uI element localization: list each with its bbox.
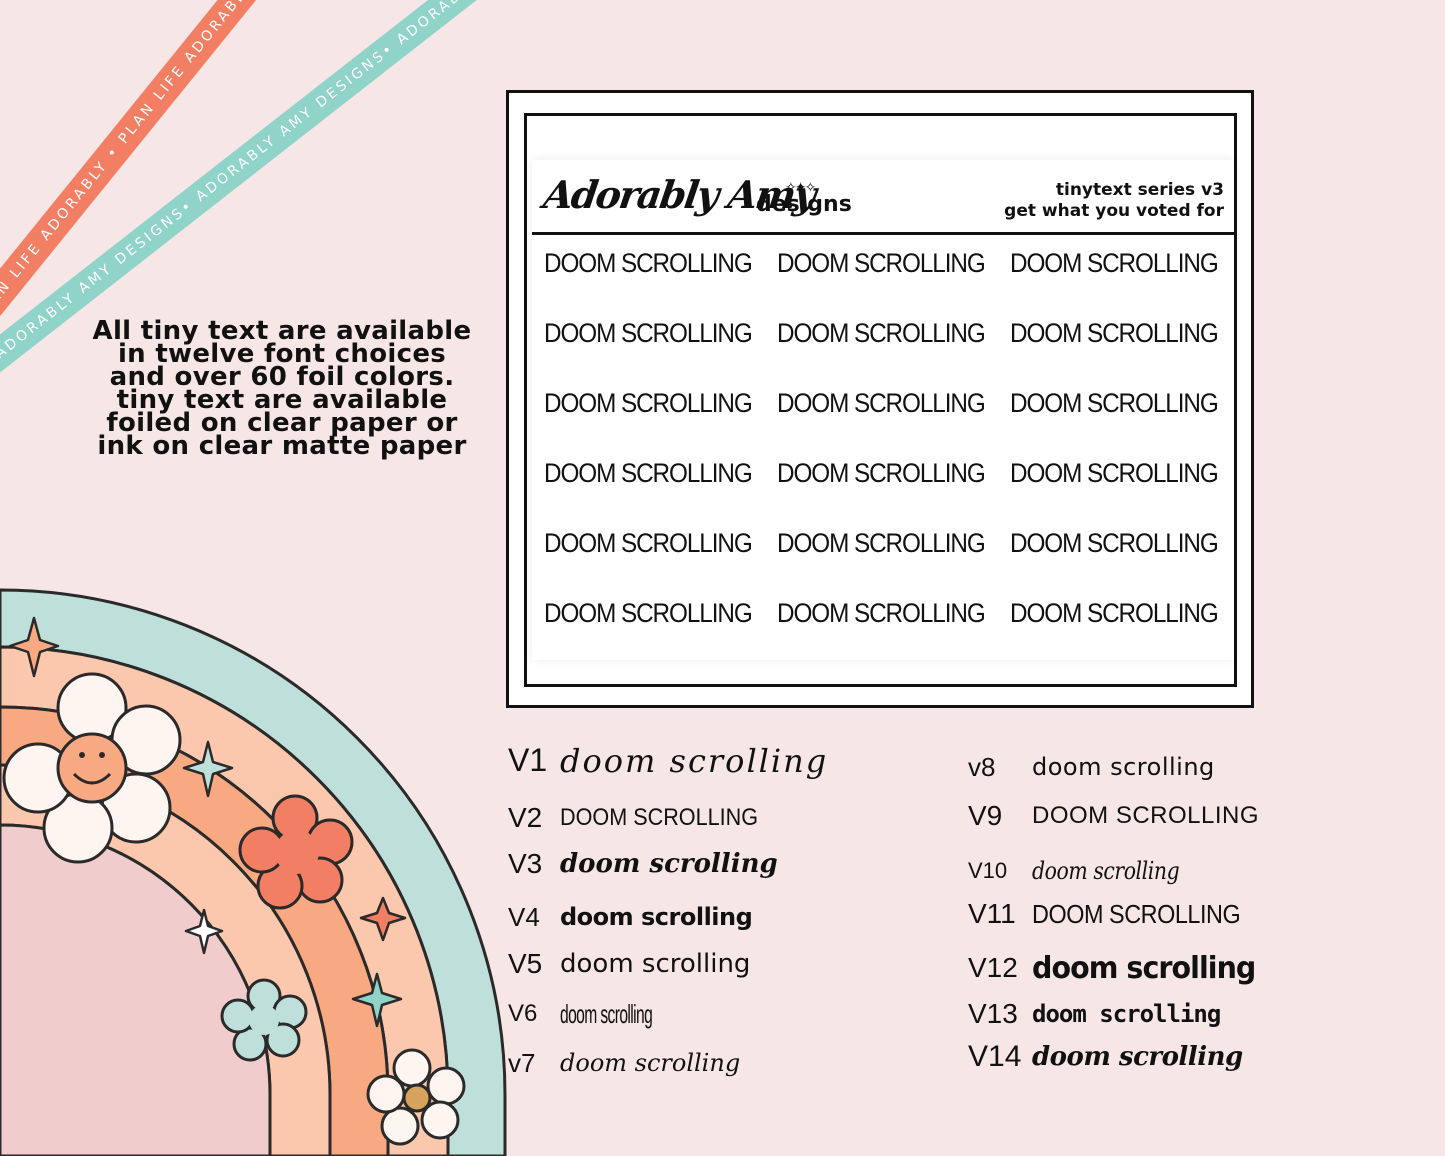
sticker-word: DOOM SCROLLING <box>1010 598 1219 628</box>
version-sample-text: doom scrolling <box>560 742 829 780</box>
version-label: v7 <box>508 1048 536 1078</box>
version-label: V13 <box>968 998 1018 1029</box>
sticker-word: DOOM SCROLLING <box>1010 458 1219 488</box>
sticker-word: DOOM SCROLLING <box>544 318 753 348</box>
versions-right: v8 doom scrolling V9 DOOM SCROLLING V10 doom … <box>968 742 1388 1082</box>
version-sample-text: DOOM SCROLLING <box>560 804 759 831</box>
sticker-sheet: Adorably Amy ✧✦✧ designs tinytext series… <box>532 160 1234 660</box>
version-sample-text: doom scrolling <box>560 949 751 979</box>
version-label: V14 <box>968 1040 1022 1073</box>
version-label: V2 <box>508 802 543 833</box>
version-sample-text: doom scrolling <box>1032 753 1215 781</box>
sticker-word: DOOM SCROLLING <box>777 528 986 558</box>
sticker-word: DOOM SCROLLING <box>1010 388 1219 418</box>
brand-logo-word: designs <box>756 192 852 217</box>
series-title: tinytext series v3 get what you voted fo… <box>1004 180 1224 222</box>
sparkle-icon <box>359 896 407 942</box>
ribbon-plan-life-adorably: Plan Life Adorably • Plan Life Adorably … <box>0 0 393 337</box>
series-line-1: tinytext series v3 <box>1055 180 1224 200</box>
version-label: V1 <box>508 742 548 778</box>
sparkle-icon: ✧✦✧ <box>785 180 816 196</box>
sticker-word: DOOM SCROLLING <box>544 248 753 278</box>
version-label: V9 <box>968 800 1003 831</box>
sticker-word: DOOM SCROLLING <box>1010 528 1219 558</box>
sticker-word: DOOM SCROLLING <box>544 598 753 628</box>
sticker-word: DOOM SCROLLING <box>777 248 986 278</box>
sticker-grid: DOOM SCROLLING DOOM SCROLLING DOOM SCROLLI… <box>544 248 1234 668</box>
version-sample-text: DOOM SCROLLING <box>1032 899 1241 929</box>
sticker-word: DOOM SCROLLING <box>777 458 986 488</box>
version-label: v8 <box>968 752 996 782</box>
sparkle-icon <box>8 616 60 678</box>
series-line-2: get what you voted for <box>1004 201 1224 221</box>
version-sample-text: doom scrolling <box>1032 1042 1243 1072</box>
version-label: V12 <box>968 952 1018 983</box>
version-sample-text: doom scrolling <box>560 903 753 931</box>
version-sample-text: doom scrolling <box>560 1049 741 1077</box>
version-sample-text: doom scrolling <box>1032 857 1180 885</box>
sparkle-icon <box>182 740 234 798</box>
version-sample-text: DOOM SCROLLING <box>1032 802 1260 829</box>
version-label: V6 <box>508 1000 538 1027</box>
version-label: V5 <box>508 948 543 979</box>
version-label: V4 <box>508 902 540 932</box>
sticker-word: DOOM SCROLLING <box>1010 318 1219 348</box>
sticker-word: DOOM SCROLLING <box>544 458 753 488</box>
sticker-word: DOOM SCROLLING <box>777 388 986 418</box>
versions-left: V1 doom scrolling V2 DOOM SCROLLING V3 doom s… <box>508 742 928 1082</box>
version-label: V3 <box>508 848 543 879</box>
version-label: V11 <box>968 898 1016 929</box>
sticker-word: DOOM SCROLLING <box>1010 248 1219 278</box>
version-sample-text: doom scrolling <box>1032 1000 1221 1028</box>
sticker-word: DOOM SCROLLING <box>777 598 986 628</box>
sticker-word: DOOM SCROLLING <box>544 528 753 558</box>
version-label: V10 <box>968 858 1008 883</box>
sparkle-icon <box>351 972 403 1028</box>
sticker-word: DOOM SCROLLING <box>777 318 986 348</box>
version-sample-text: doom scrolling <box>560 849 778 879</box>
sparkle-icon <box>184 908 224 955</box>
version-sample-text: doom scrolling <box>1032 951 1256 986</box>
sheet-header: Adorably Amy ✧✦✧ designs tinytext series… <box>532 160 1234 235</box>
info-text: All tiny text are available in twelve fo… <box>92 316 472 461</box>
version-sample-text: doom scrolling <box>560 999 653 1029</box>
sticker-word: DOOM SCROLLING <box>544 388 753 418</box>
